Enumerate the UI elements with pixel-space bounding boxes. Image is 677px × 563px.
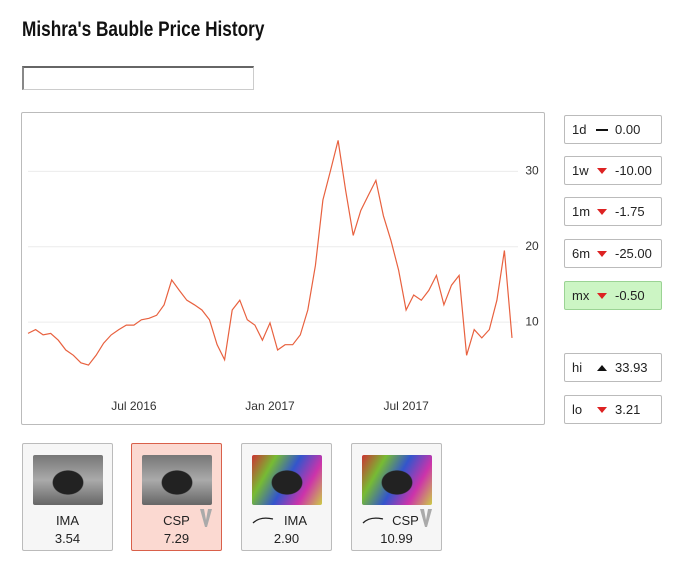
trend-shape: [597, 251, 607, 257]
trend-shape: [597, 365, 607, 371]
stat-value: -10.00: [615, 163, 652, 178]
trend-icon: [597, 293, 607, 299]
card-art: [362, 455, 432, 505]
foil-shape: [362, 517, 384, 524]
stat-button[interactable]: mx -0.50: [564, 281, 662, 310]
card-set: CSP: [163, 513, 190, 528]
stat-value: -25.00: [615, 246, 652, 261]
set-shape: [420, 509, 432, 527]
stat-button[interactable]: lo 3.21: [564, 395, 662, 424]
foil-icon: [362, 517, 384, 524]
stat-button[interactable]: 1w -10.00: [564, 156, 662, 185]
card-price: 7.29: [163, 531, 190, 546]
set-shape: [200, 509, 212, 527]
printing-card[interactable]: IMA 3.54: [22, 443, 113, 551]
trend-shape: [597, 209, 607, 215]
stat-button[interactable]: 1d 0.00: [564, 115, 662, 144]
printing-card[interactable]: CSP 7.29: [131, 443, 222, 551]
card-set: CSP: [392, 513, 419, 528]
card-price: 10.99: [380, 531, 413, 546]
stat-value: 33.93: [615, 360, 648, 375]
card-art: [142, 455, 212, 505]
card-art: [252, 455, 322, 505]
search-input[interactable]: [22, 66, 254, 90]
stat-label: mx: [572, 288, 590, 303]
card-set: IMA: [283, 513, 308, 528]
trend-shape: [597, 168, 607, 174]
stat-value: 0.00: [615, 122, 641, 137]
stat-label: lo: [572, 402, 583, 417]
card-art: [33, 455, 103, 505]
trend-icon: [597, 407, 607, 413]
stat-button[interactable]: 6m -25.00: [564, 239, 662, 268]
stat-label: 1d: [572, 122, 587, 137]
stat-button[interactable]: 1m -1.75: [564, 197, 662, 226]
foil-shape: [252, 517, 274, 524]
trend-icon: [597, 365, 607, 371]
printing-card[interactable]: IMA 2.90: [241, 443, 332, 551]
page-title: Mishra's Bauble Price History: [22, 18, 265, 41]
card-price: 3.54: [54, 531, 81, 546]
stat-value: 3.21: [615, 402, 641, 417]
stat-label: 1w: [572, 163, 589, 178]
trend-shape: [597, 293, 607, 299]
set-icon: [200, 509, 212, 527]
stat-value: -1.75: [615, 204, 645, 219]
trend-icon: [597, 168, 607, 174]
card-price: 2.90: [273, 531, 300, 546]
trend-shape: [596, 129, 608, 131]
chart-frame: [21, 112, 545, 425]
trend-icon: [597, 209, 607, 215]
stat-label: 6m: [572, 246, 591, 261]
trend-shape: [597, 407, 607, 413]
trend-icon: [597, 251, 607, 257]
printing-card[interactable]: CSP 10.99: [351, 443, 442, 551]
stat-button[interactable]: hi 33.93: [564, 353, 662, 382]
stat-label: 1m: [572, 204, 591, 219]
trend-icon: [596, 129, 608, 131]
stat-value: -0.50: [615, 288, 645, 303]
stat-label: hi: [572, 360, 583, 375]
set-icon: [420, 509, 432, 527]
foil-icon: [252, 517, 274, 524]
card-set: IMA: [55, 513, 80, 528]
